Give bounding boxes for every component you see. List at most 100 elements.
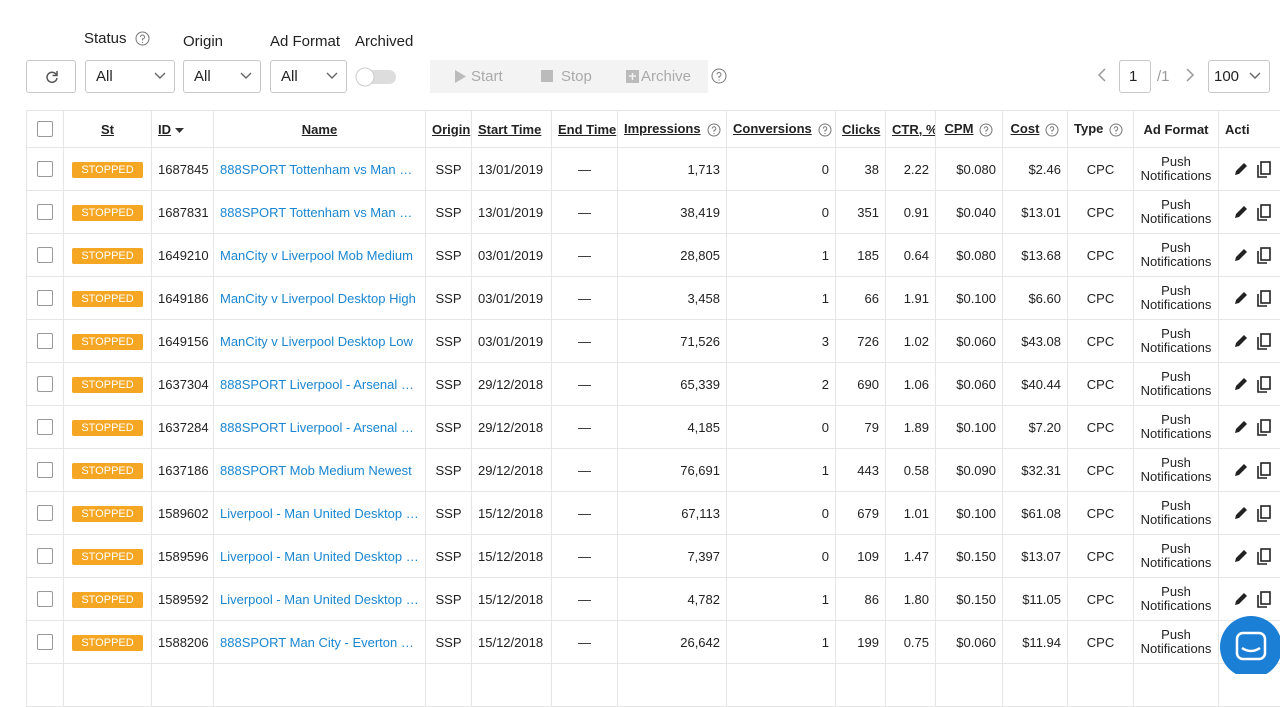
actions-cell xyxy=(1219,363,1280,406)
edit-icon[interactable] xyxy=(1233,290,1249,306)
cell: 185 xyxy=(836,234,886,277)
campaign-name[interactable]: ManCity v Liverpool Mob Medium xyxy=(214,234,426,277)
origin-select[interactable]: All xyxy=(183,60,261,93)
filter-label: Origin xyxy=(183,33,223,50)
copy-icon[interactable] xyxy=(1257,290,1271,307)
start-button[interactable]: Start xyxy=(471,68,503,85)
edit-icon[interactable] xyxy=(1233,505,1249,521)
campaign-name[interactable]: 888SPORT Liverpool - Arsenal De… xyxy=(214,363,426,406)
edit-icon[interactable] xyxy=(1233,376,1249,392)
cell: 4,782 xyxy=(618,578,727,621)
status-badge: STOPPED xyxy=(72,635,142,651)
column-header: Type xyxy=(1074,121,1103,136)
copy-icon[interactable] xyxy=(1257,462,1271,479)
chat-button[interactable] xyxy=(1218,614,1280,674)
cell: $0.080 xyxy=(936,234,1003,277)
row-checkbox[interactable] xyxy=(37,290,53,306)
cell: 29/12/2018 xyxy=(472,449,552,492)
cell: 690 xyxy=(836,363,886,406)
cell: CPC xyxy=(1068,621,1134,664)
help-icon[interactable] xyxy=(711,68,727,84)
cell: — xyxy=(552,578,618,621)
campaign-name[interactable]: Liverpool - Man United Desktop Hi… xyxy=(214,578,426,621)
refresh-button[interactable] xyxy=(26,60,76,93)
help-icon[interactable] xyxy=(135,31,150,46)
campaign-name[interactable]: 888SPORT Man City - Everton Des… xyxy=(214,621,426,664)
edit-icon[interactable] xyxy=(1233,462,1249,478)
campaign-name[interactable]: 888SPORT Tottenham vs Man Ut… xyxy=(214,148,426,191)
cell: — xyxy=(552,406,618,449)
copy-icon[interactable] xyxy=(1257,548,1271,565)
row-checkbox[interactable] xyxy=(37,419,53,435)
cell: Push Notifications xyxy=(1134,406,1219,449)
cell: 1687831 xyxy=(152,191,214,234)
edit-icon[interactable] xyxy=(1233,333,1249,349)
row-checkbox[interactable] xyxy=(37,591,53,607)
campaign-name[interactable]: ManCity v Liverpool Desktop Low xyxy=(214,320,426,363)
edit-icon[interactable] xyxy=(1233,548,1249,564)
edit-icon[interactable] xyxy=(1233,419,1249,435)
campaign-name[interactable]: ManCity v Liverpool Desktop High xyxy=(214,277,426,320)
campaign-name[interactable]: 888SPORT Mob Medium Newest xyxy=(214,449,426,492)
page-input[interactable]: 1 xyxy=(1119,60,1151,93)
status-badge: STOPPED xyxy=(72,463,142,479)
cell: 65,339 xyxy=(618,363,727,406)
archived-toggle[interactable] xyxy=(354,67,398,87)
copy-icon[interactable] xyxy=(1257,247,1271,264)
cell: 1.47 xyxy=(886,535,936,578)
header-cell: Name xyxy=(214,111,426,148)
campaign-name[interactable]: 888SPORT Liverpool - Arsenal De… xyxy=(214,406,426,449)
copy-icon[interactable] xyxy=(1257,204,1271,221)
checkbox-cell xyxy=(27,492,64,535)
checkbox-cell xyxy=(27,191,64,234)
row-checkbox[interactable] xyxy=(37,634,53,650)
cell: — xyxy=(552,621,618,664)
next-page[interactable] xyxy=(1185,68,1195,82)
campaign-name[interactable]: 888SPORT Tottenham vs Man Ut… xyxy=(214,191,426,234)
edit-icon[interactable] xyxy=(1233,247,1249,263)
campaign-name[interactable]: Liverpool - Man United Desktop L… xyxy=(214,492,426,535)
copy-icon[interactable] xyxy=(1257,419,1271,436)
cell: 13/01/2019 xyxy=(472,191,552,234)
row-checkbox[interactable] xyxy=(37,204,53,220)
stop-button[interactable]: Stop xyxy=(561,68,592,85)
cell: CPC xyxy=(1068,363,1134,406)
copy-icon[interactable] xyxy=(1257,505,1271,522)
copy-icon[interactable] xyxy=(1257,591,1271,608)
copy-icon[interactable] xyxy=(1257,161,1271,178)
cell: CPC xyxy=(1068,277,1134,320)
cell: 15/12/2018 xyxy=(472,535,552,578)
cell: 0 xyxy=(727,406,836,449)
cell: — xyxy=(552,148,618,191)
edit-icon[interactable] xyxy=(1233,161,1249,177)
ad-format-select[interactable]: All xyxy=(270,60,347,93)
cell: 1637186 xyxy=(152,449,214,492)
checkbox-cell xyxy=(27,535,64,578)
campaign-name[interactable]: Liverpool - Man United Desktop M… xyxy=(214,535,426,578)
select-all[interactable] xyxy=(37,121,53,137)
cell: 7,397 xyxy=(618,535,727,578)
prev-page[interactable] xyxy=(1097,68,1107,82)
per-page-select[interactable]: 100 xyxy=(1208,60,1270,93)
copy-icon[interactable] xyxy=(1257,376,1271,393)
archive-button[interactable]: Archive xyxy=(641,68,691,85)
cell: 351 xyxy=(836,191,886,234)
edit-icon[interactable] xyxy=(1233,591,1249,607)
row-checkbox[interactable] xyxy=(37,247,53,263)
cell: SSP xyxy=(426,535,472,578)
cell: Push Notifications xyxy=(1134,320,1219,363)
row-checkbox[interactable] xyxy=(37,548,53,564)
copy-icon[interactable] xyxy=(1257,333,1271,350)
row-checkbox[interactable] xyxy=(37,462,53,478)
row-checkbox[interactable] xyxy=(37,333,53,349)
row-checkbox[interactable] xyxy=(37,376,53,392)
row-checkbox[interactable] xyxy=(37,505,53,521)
status-select[interactable]: All xyxy=(85,60,175,93)
edit-icon[interactable] xyxy=(1233,204,1249,220)
cell: 1687845 xyxy=(152,148,214,191)
row-checkbox[interactable] xyxy=(37,161,53,177)
actions-cell xyxy=(1219,320,1280,363)
cell: $0.060 xyxy=(936,320,1003,363)
